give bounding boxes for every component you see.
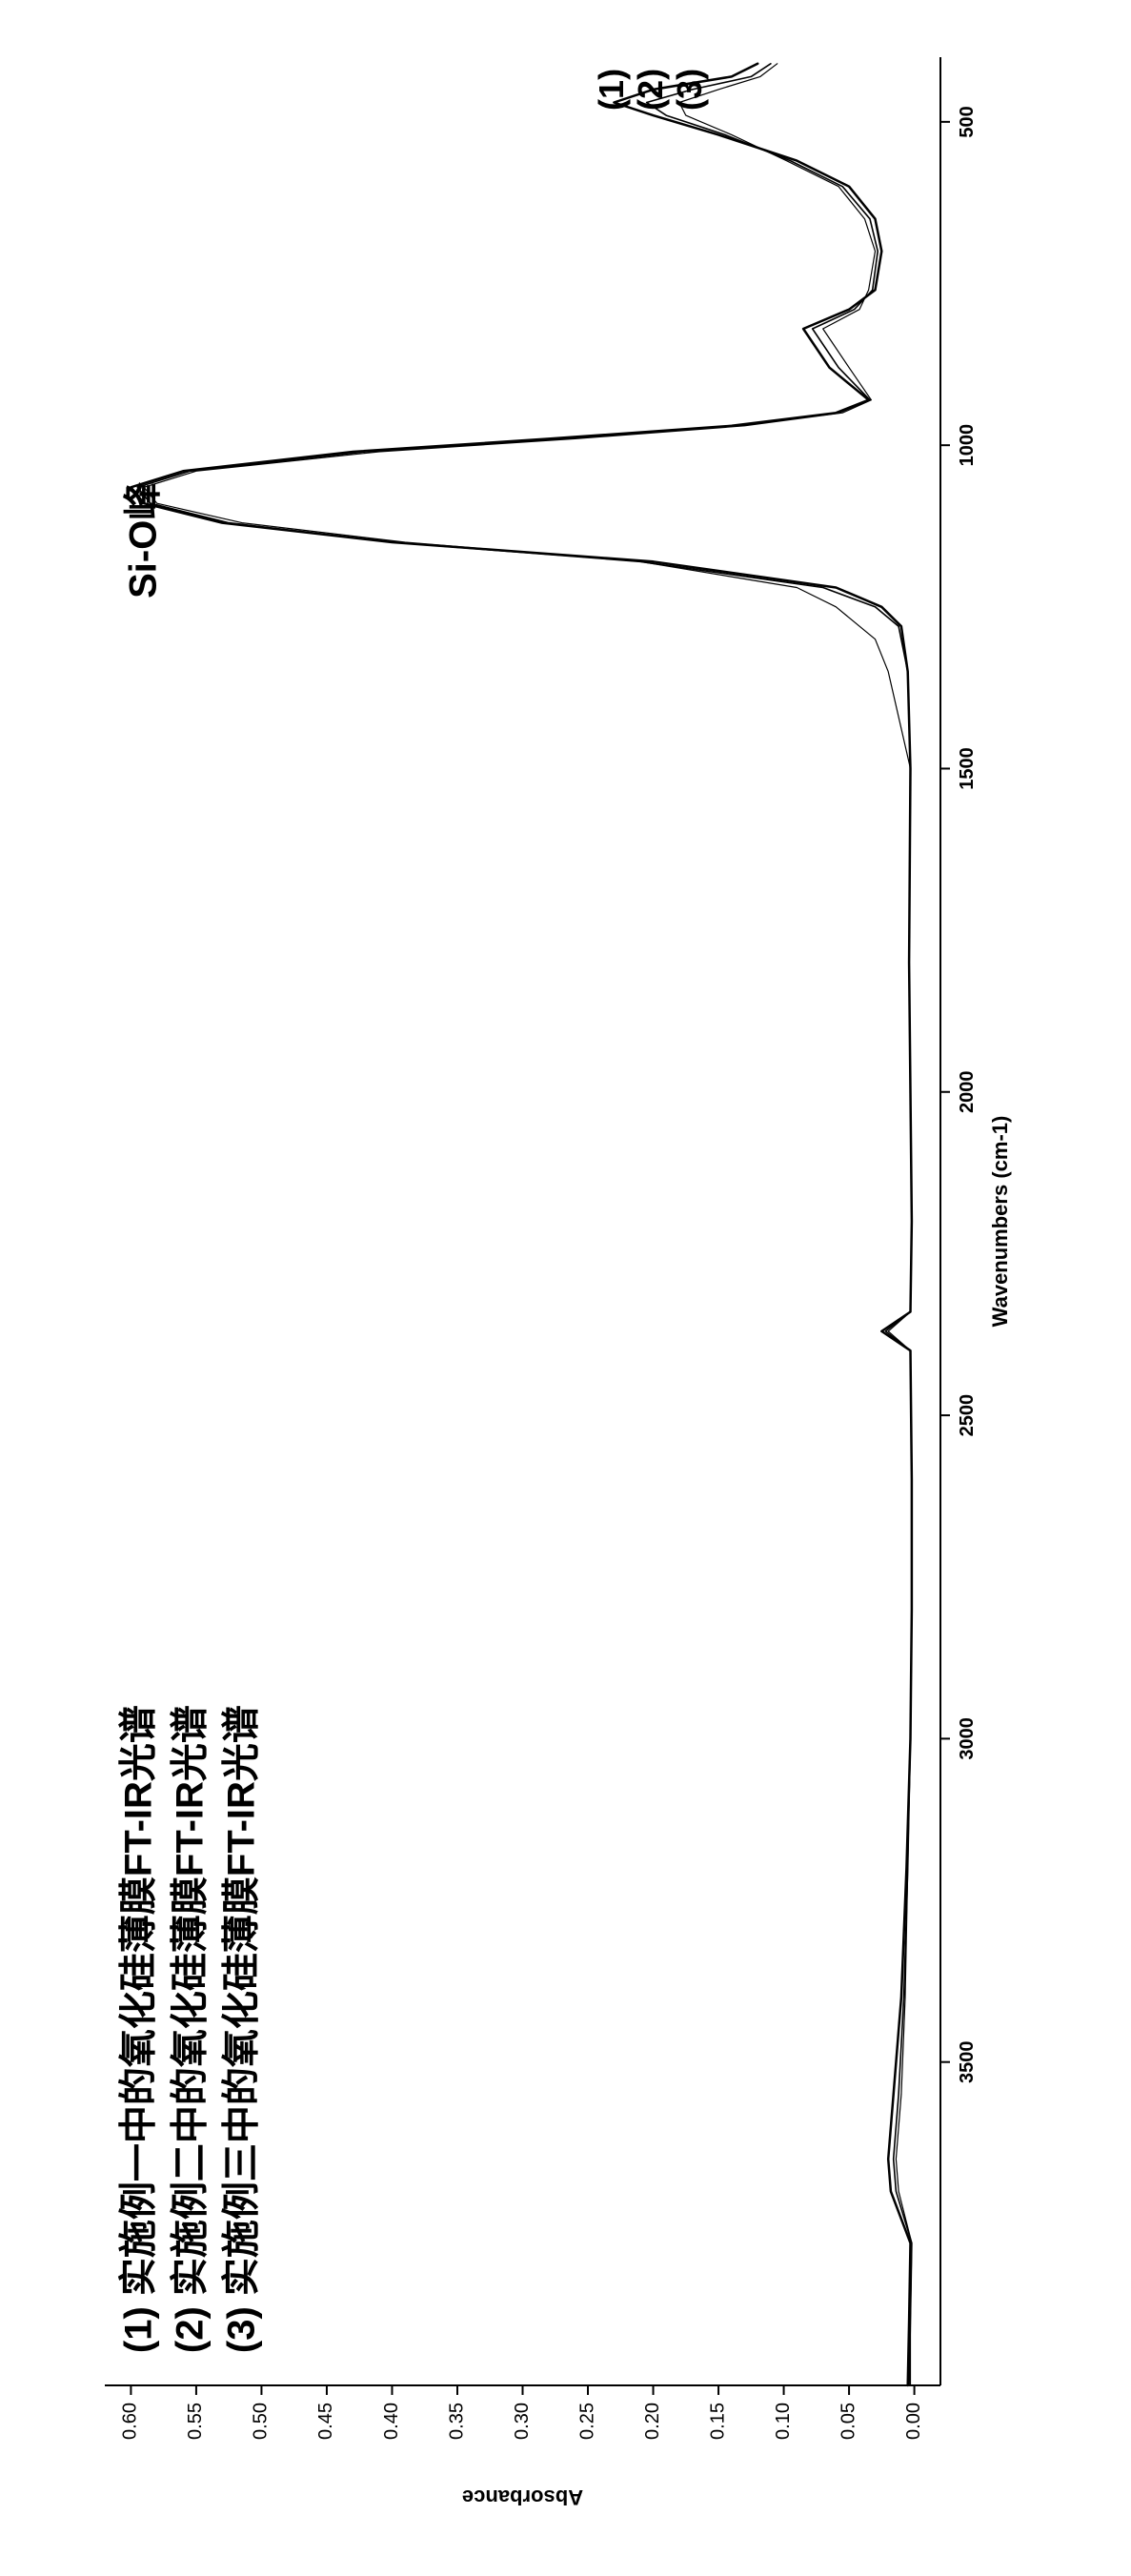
x-tick-label: 1500 xyxy=(957,747,978,790)
y-tick-label: 0.35 xyxy=(446,2403,467,2440)
y-axis-label: Absorbance xyxy=(462,2485,583,2509)
y-tick-label: 0.00 xyxy=(903,2403,924,2440)
ftir-chart: 0.00 0.05 0.10 0.15 0.20 0.25 0.30 0.35 0.40 0.45… xyxy=(0,0,1131,2576)
annotation-curve-label-3: (3) xyxy=(670,69,709,111)
legend-item-1: (1) 实施例一中的氧化硅薄膜FT-IR光谱 xyxy=(118,1705,160,2353)
y-tick-label: 0.15 xyxy=(707,2403,728,2440)
annotation-curve-label-2: (2) xyxy=(631,69,670,111)
x-tick-label: 3500 xyxy=(957,2040,978,2083)
y-tick-label: 0.40 xyxy=(381,2403,402,2440)
y-tick-label: 0.60 xyxy=(120,2403,141,2440)
y-tick-label: 0.45 xyxy=(315,2403,336,2440)
y-tick-label: 0.55 xyxy=(185,2403,206,2440)
x-tick-label: 2000 xyxy=(957,1071,978,1114)
x-tick-label: 1000 xyxy=(957,424,978,467)
y-tick-label: 0.20 xyxy=(642,2403,663,2440)
legend-item-3: (3) 实施例三中的氧化硅薄膜FT-IR光谱 xyxy=(221,1705,263,2353)
y-tick-label: 0.50 xyxy=(251,2403,272,2440)
x-tick-label: 500 xyxy=(957,106,978,137)
x-tick-label: 2500 xyxy=(957,1394,978,1437)
annotation-peak-label: Si-O峰 xyxy=(122,482,164,598)
x-tick-label: 3000 xyxy=(957,1717,978,1760)
legend-item-2: (2) 实施例二中的氧化硅薄膜FT-IR光谱 xyxy=(170,1705,212,2353)
annotation-curve-label-1: (1) xyxy=(592,69,631,111)
page-root: 0.00 0.05 0.10 0.15 0.20 0.25 0.30 0.35 0.40 0.45… xyxy=(0,0,1131,2576)
y-tick-label: 0.05 xyxy=(838,2403,858,2440)
chart-rotated-group: 0.00 0.05 0.10 0.15 0.20 0.25 0.30 0.35 0.40 0.45… xyxy=(0,0,1131,2576)
y-tick-label: 0.10 xyxy=(773,2403,794,2440)
y-tick-label: 0.30 xyxy=(512,2403,533,2440)
y-tick-label: 0.25 xyxy=(576,2403,597,2440)
x-axis-label: Wavenumbers (cm-1) xyxy=(988,1116,1012,1328)
